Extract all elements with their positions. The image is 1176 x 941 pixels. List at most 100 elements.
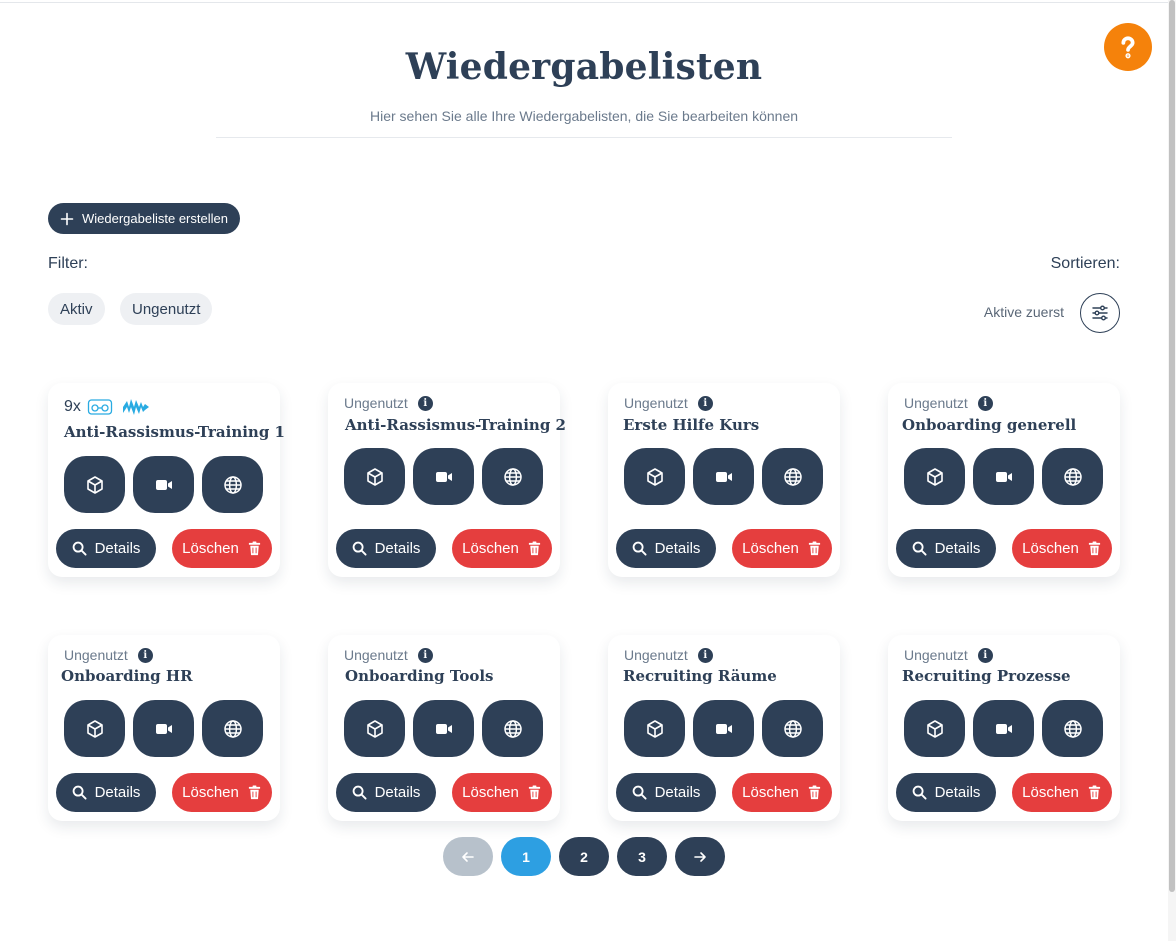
- playlist-card: 9x Anti-Rassismus-Training 1 Details Lös…: [48, 383, 285, 577]
- scrollbar-thumb[interactable]: [1169, 0, 1175, 892]
- trash-icon: [528, 785, 540, 800]
- delete-button[interactable]: Löschen: [732, 773, 832, 812]
- details-button[interactable]: Details: [616, 773, 716, 812]
- page-button-2[interactable]: 2: [559, 837, 609, 876]
- info-icon[interactable]: i: [137, 647, 153, 663]
- details-label: Details: [374, 784, 421, 801]
- details-button[interactable]: Details: [56, 529, 156, 568]
- details-label: Details: [654, 784, 701, 801]
- trash-icon: [808, 785, 820, 800]
- delete-label: Löschen: [1022, 540, 1079, 557]
- usage-count: 9x: [64, 398, 81, 415]
- info-icon[interactable]: i: [697, 647, 713, 663]
- 3d-object-button[interactable]: [624, 700, 685, 757]
- 3d-object-button[interactable]: [624, 448, 685, 505]
- media-buttons: [904, 448, 1103, 505]
- media-buttons: [344, 700, 543, 757]
- info-icon[interactable]: i: [417, 647, 433, 663]
- sort-button[interactable]: [1080, 293, 1120, 333]
- globe-icon: [503, 719, 522, 738]
- delete-button[interactable]: Löschen: [172, 773, 272, 812]
- 3d-object-button[interactable]: [64, 456, 125, 513]
- web-button[interactable]: [1042, 700, 1103, 757]
- web-button[interactable]: [202, 700, 263, 757]
- help-button[interactable]: [1104, 23, 1152, 71]
- trash-icon: [528, 541, 540, 556]
- playlist-name: Onboarding Tools: [345, 667, 494, 685]
- 3d-object-button[interactable]: [344, 448, 405, 505]
- details-button[interactable]: Details: [896, 773, 996, 812]
- web-button[interactable]: [762, 448, 823, 505]
- details-button[interactable]: Details: [616, 529, 716, 568]
- web-button[interactable]: [482, 700, 543, 757]
- info-icon[interactable]: i: [977, 395, 993, 411]
- playlist-card: Ungenutzt i Recruiting Räume Details Lös…: [608, 635, 840, 821]
- video-button[interactable]: [413, 448, 474, 505]
- 3d-object-button[interactable]: [344, 700, 405, 757]
- web-button[interactable]: [1042, 448, 1103, 505]
- details-button[interactable]: Details: [896, 529, 996, 568]
- card-actions: Details Löschen: [896, 529, 1112, 568]
- header-divider: [216, 137, 952, 138]
- details-label: Details: [94, 540, 141, 557]
- video-button[interactable]: [133, 456, 194, 513]
- filter-chip-active[interactable]: Aktiv: [48, 293, 105, 325]
- search-icon: [912, 541, 927, 556]
- page-button-1[interactable]: 1: [501, 837, 551, 876]
- delete-button[interactable]: Löschen: [452, 529, 552, 568]
- card-actions: Details Löschen: [616, 529, 832, 568]
- details-button[interactable]: Details: [56, 773, 156, 812]
- cube-icon: [86, 475, 103, 494]
- next-page-button[interactable]: [675, 837, 725, 876]
- info-icon[interactable]: i: [977, 647, 993, 663]
- video-button[interactable]: [133, 700, 194, 757]
- delete-button[interactable]: Löschen: [732, 529, 832, 568]
- card-actions: Details Löschen: [56, 529, 272, 568]
- video-button[interactable]: [413, 700, 474, 757]
- video-button[interactable]: [973, 448, 1034, 505]
- delete-button[interactable]: Löschen: [452, 773, 552, 812]
- sort-value: Aktive zuerst: [983, 304, 1064, 320]
- details-button[interactable]: Details: [336, 529, 436, 568]
- status-indicator: Ungenutzt i: [624, 647, 713, 663]
- 3d-object-button[interactable]: [904, 700, 965, 757]
- globe-icon: [783, 467, 802, 486]
- delete-button[interactable]: Löschen: [1012, 529, 1112, 568]
- web-button[interactable]: [202, 456, 263, 513]
- info-icon[interactable]: i: [417, 395, 433, 411]
- web-button[interactable]: [762, 700, 823, 757]
- page-button-3[interactable]: 3: [617, 837, 667, 876]
- 3d-object-button[interactable]: [904, 448, 965, 505]
- info-icon[interactable]: i: [697, 395, 713, 411]
- delete-button[interactable]: Löschen: [172, 529, 272, 568]
- video-button[interactable]: [973, 700, 1034, 757]
- search-icon: [352, 541, 367, 556]
- create-playlist-button[interactable]: Wiedergabeliste erstellen: [48, 203, 240, 234]
- search-icon: [632, 785, 647, 800]
- 3d-object-button[interactable]: [64, 700, 125, 757]
- details-button[interactable]: Details: [336, 773, 436, 812]
- web-button[interactable]: [482, 448, 543, 505]
- status-badge: Ungenutzt: [624, 395, 688, 411]
- playlist-card: Ungenutzt i Onboarding generell Details …: [888, 383, 1120, 577]
- delete-label: Löschen: [1022, 784, 1079, 801]
- playlist-name: Recruiting Prozesse: [902, 667, 1071, 685]
- globe-icon: [783, 719, 802, 738]
- filter-chip-unused[interactable]: Ungenutzt: [120, 293, 213, 325]
- globe-icon: [223, 719, 242, 738]
- video-icon: [715, 723, 732, 734]
- media-buttons: [904, 700, 1103, 757]
- delete-label: Löschen: [182, 540, 239, 557]
- video-button[interactable]: [693, 700, 754, 757]
- status-indicator: Ungenutzt i: [904, 395, 993, 411]
- scrollbar[interactable]: [1168, 0, 1176, 941]
- video-icon: [155, 723, 172, 734]
- status-badge: Ungenutzt: [64, 647, 128, 663]
- previous-page-button[interactable]: [443, 837, 493, 876]
- video-button[interactable]: [693, 448, 754, 505]
- vr-headset-icon: [87, 399, 113, 415]
- question-icon: [1121, 36, 1135, 59]
- card-actions: Details Löschen: [616, 773, 832, 812]
- delete-button[interactable]: Löschen: [1012, 773, 1112, 812]
- playlist-card: Ungenutzt i Recruiting Prozesse Details …: [888, 635, 1120, 821]
